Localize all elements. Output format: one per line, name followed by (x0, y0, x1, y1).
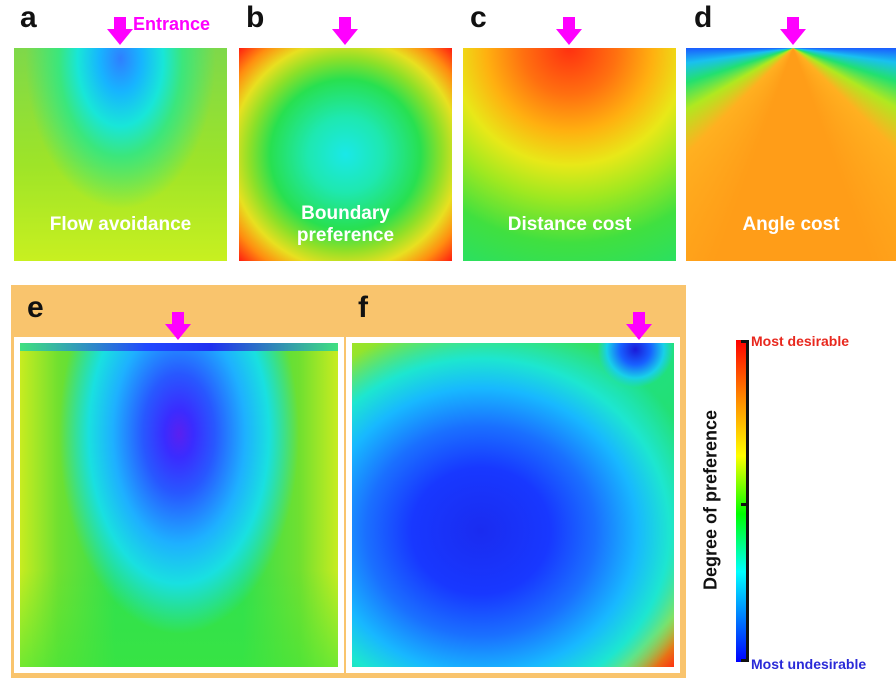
colorbar-tick-mid (741, 503, 749, 506)
colorbar-bottom-label: Most undesirable (751, 656, 867, 672)
entrance-label: Entrance (133, 14, 211, 34)
panel-a-flow-avoidance: Flow avoidance (14, 48, 227, 261)
colorbar-tick-top (741, 340, 749, 343)
panel-letter-d: d (694, 1, 713, 34)
panel-letter-a: a (20, 1, 37, 34)
panel-a-label: Flow avoidance (49, 214, 192, 235)
panel-letter-f: f (358, 291, 368, 324)
panel-d-label: Angle cost (742, 214, 840, 235)
panel-letter-c: c (470, 1, 487, 34)
panel-b-label: Boundary preference (239, 203, 452, 247)
panel-b-label-line2: preference (296, 224, 395, 246)
entrance-arrow-icon (626, 312, 652, 340)
panel-letter-b: b (246, 1, 265, 34)
panel-b-boundary-preference: Boundary preference (239, 48, 452, 261)
colorbar-top-label: Most desirable (751, 333, 850, 349)
panel-b-label-line1: Boundary (301, 203, 390, 224)
colorbar-axis (746, 340, 749, 662)
panel-letter-e: e (27, 291, 44, 324)
panel-d-angle-cost: Angle cost (686, 48, 896, 261)
colorbar (736, 340, 746, 662)
entrance-arrow-icon (556, 17, 582, 45)
panel-c-distance-cost: Distance cost (463, 48, 676, 261)
panel-e-combined-map (20, 343, 338, 667)
colorbar-tick-bottom (741, 659, 749, 662)
entrance-arrow-icon (107, 17, 133, 45)
panel-f-combined-map (352, 343, 674, 667)
entrance-arrow-icon (780, 17, 806, 45)
colorbar-title: Degree of preference (700, 409, 721, 591)
panel-c-label: Distance cost (507, 214, 632, 235)
entrance-arrow-icon (165, 312, 191, 340)
entrance-arrow-icon (332, 17, 358, 45)
